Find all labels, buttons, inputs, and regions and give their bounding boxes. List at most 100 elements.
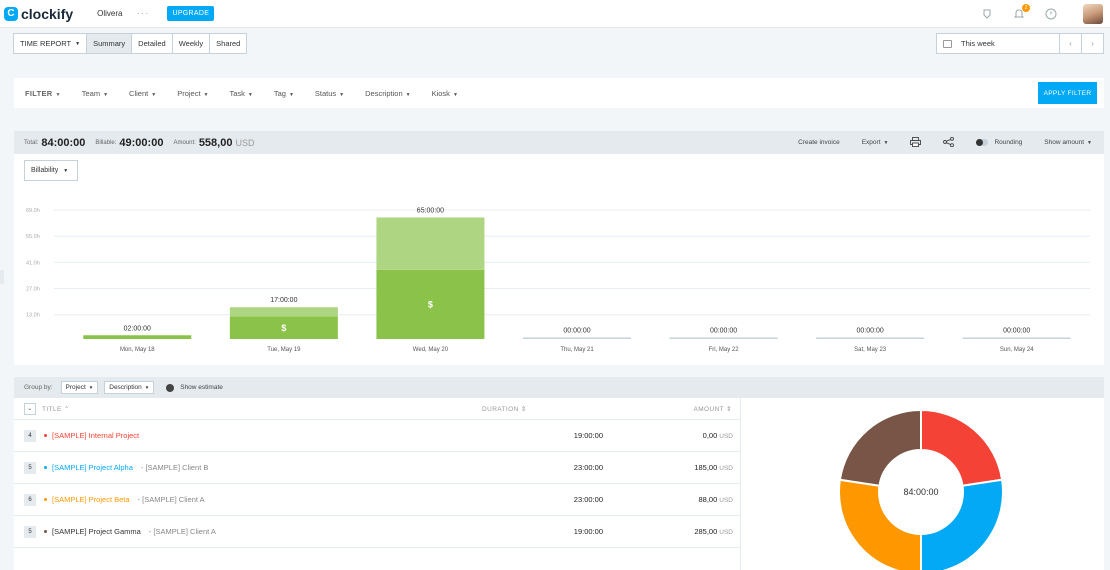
- info-icon[interactable]: [1045, 8, 1057, 20]
- row-duration: 23:00:00: [573, 495, 603, 504]
- row-project-name: [SAMPLE] Project Alpha: [52, 463, 133, 472]
- y-tick-label: 13.0h: [26, 313, 40, 319]
- logo[interactable]: C clockify: [4, 6, 73, 22]
- title-header-label: TITLE: [42, 405, 62, 413]
- notifications-icon[interactable]: 2: [1013, 4, 1030, 20]
- create-invoice-button[interactable]: Create invoice: [798, 139, 840, 146]
- show-estimate-toggle[interactable]: [166, 383, 175, 392]
- amount-column-header[interactable]: AMOUNT ⇕: [602, 405, 732, 413]
- avatar[interactable]: [1083, 4, 1103, 24]
- chevron-down-icon: ▼: [452, 91, 458, 98]
- table-row[interactable]: 5 [SAMPLE] Project Alpha - [SAMPLE] Client…: [14, 452, 740, 484]
- group-by-description-label: Description: [109, 384, 142, 391]
- title-column-header[interactable]: TITLE ⌃: [42, 405, 482, 413]
- filter-kiosk-label: Kiosk: [431, 88, 450, 98]
- row-count-badge[interactable]: 5: [24, 461, 36, 474]
- bar-segment: [376, 269, 485, 339]
- table-row[interactable]: 6 [SAMPLE] Project Beta - [SAMPLE] Client …: [14, 484, 740, 516]
- help-icon[interactable]: [981, 8, 993, 20]
- billable-label: Billable:: [95, 139, 117, 146]
- filter-tag[interactable]: Tag ▼: [274, 89, 294, 98]
- expand-all-icon[interactable]: ⌄: [24, 402, 36, 415]
- show-amount-dropdown[interactable]: Show amount ▼: [1044, 139, 1092, 146]
- row-count-badge[interactable]: 4: [24, 429, 36, 442]
- group-by-project-select[interactable]: Project ▼: [60, 381, 99, 394]
- bar-empty: [816, 337, 925, 339]
- bar-chart: 13.0h 27.0h 41.0h 55.0h 69.0h 02:00:00 Mon, Ma…: [26, 207, 1090, 353]
- row-count-badge[interactable]: 6: [24, 493, 36, 506]
- tab-detailed[interactable]: Detailed: [132, 34, 173, 53]
- chevron-down-icon: ▼: [55, 91, 61, 98]
- filter-project-label: Project: [177, 88, 201, 98]
- tab-summary[interactable]: Summary: [87, 34, 133, 53]
- tab-shared[interactable]: Shared: [216, 39, 241, 48]
- top-icons: 2: [981, 0, 1110, 28]
- billable-marker: $: [281, 323, 286, 333]
- project-color-dot: [44, 434, 47, 437]
- x-tick-label: Thu, May 21: [560, 347, 594, 353]
- chevron-down-icon: ▼: [883, 140, 889, 146]
- tab-weekly[interactable]: Weekly: [173, 34, 211, 53]
- y-tick-label: 55.0h: [26, 234, 40, 240]
- summary-table: ⌄ TITLE ⌃ DURATION ⇕ AMOUNT ⇕ 4 [SAMPLE] …: [14, 398, 740, 570]
- chevron-down-icon: ▼: [144, 385, 150, 390]
- row-amount-cell: 185,00 USD: [603, 463, 733, 472]
- table-body: 4 [SAMPLE] Internal Project 19:00:00 0,00 US…: [14, 420, 740, 548]
- chevron-down-icon: ▼: [288, 91, 294, 98]
- table-row[interactable]: 5 [SAMPLE] Project Gamma - [SAMPLE] Client…: [14, 516, 740, 548]
- duration-header-label: DURATION: [482, 405, 519, 413]
- filter-label[interactable]: FILTER ▼: [25, 89, 61, 98]
- x-tick-label: Wed, May 20: [413, 347, 449, 353]
- row-title-cell: 4 [SAMPLE] Internal Project: [14, 429, 484, 442]
- sidebar-handle[interactable]: [0, 270, 4, 284]
- amount-currency: USD: [235, 137, 255, 148]
- upgrade-button[interactable]: UPGRADE: [167, 6, 215, 21]
- bar-segment: [229, 316, 338, 339]
- filter-task[interactable]: Task ▼: [229, 89, 252, 98]
- apply-filter-button[interactable]: APPLY FILTER: [1038, 82, 1097, 104]
- filter-description[interactable]: Description ▼: [365, 89, 410, 98]
- workspace-name[interactable]: Olivera: [97, 9, 123, 18]
- row-duration: 23:00:00: [573, 463, 603, 472]
- table-row[interactable]: 4 [SAMPLE] Internal Project 19:00:00 0,00 US…: [14, 420, 740, 452]
- duration-column-header[interactable]: DURATION ⇕: [482, 405, 602, 413]
- row-client-name: - [SAMPLE] Client A: [148, 527, 216, 536]
- project-color-dot: [44, 530, 47, 533]
- export-dropdown[interactable]: Export ▼: [862, 139, 889, 146]
- chevron-down-icon: ▼: [339, 91, 345, 98]
- filter-description-label: Description: [365, 88, 403, 98]
- rounding-toggle[interactable]: [976, 139, 989, 146]
- row-title-cell: 6 [SAMPLE] Project Beta - [SAMPLE] Client …: [14, 493, 484, 506]
- billable-marker: $: [428, 299, 433, 309]
- row-amount-cell: 0,00 USD: [603, 431, 733, 440]
- group-by-description-select[interactable]: Description ▼: [104, 381, 155, 394]
- filter-bar: FILTER ▼ Team ▼ Client ▼ Project ▼ Task ▼ Tag…: [14, 78, 1104, 108]
- donut-slice: [920, 478, 1004, 570]
- filter-kiosk[interactable]: Kiosk ▼: [432, 89, 458, 98]
- filter-client[interactable]: Client ▼: [129, 89, 156, 98]
- bar-empty: [523, 337, 631, 339]
- next-range-button[interactable]: ›: [1081, 33, 1103, 54]
- filter-team[interactable]: Team ▼: [82, 89, 108, 98]
- print-icon[interactable]: [910, 136, 922, 149]
- row-count-badge[interactable]: 5: [24, 525, 36, 538]
- logo-text: clockify: [21, 5, 74, 22]
- date-range-picker[interactable]: This week ‹ ›: [936, 33, 1104, 54]
- sort-icon: ⌃: [63, 405, 70, 413]
- filter-status[interactable]: Status ▼: [315, 89, 344, 98]
- x-tick-label: Mon, May 18: [120, 347, 155, 353]
- billability-label: Billability: [31, 167, 59, 174]
- donut-panel: 84:00:00: [740, 398, 1104, 570]
- filter-project[interactable]: Project ▼: [177, 89, 208, 98]
- row-amount-cell: 88,00 USD: [603, 495, 733, 504]
- billability-select[interactable]: Billability ▼: [24, 160, 78, 181]
- row-project-name: [SAMPLE] Internal Project: [52, 431, 140, 440]
- date-range-label: This week: [961, 39, 995, 48]
- tab-time-report-label: TIME REPORT: [20, 39, 72, 48]
- share-icon[interactable]: [943, 136, 955, 149]
- sort-icon: ⇕: [520, 405, 527, 413]
- workspace-more-icon[interactable]: ···: [136, 8, 150, 19]
- row-amount: 185,00: [694, 463, 718, 472]
- prev-range-button[interactable]: ‹: [1059, 33, 1081, 54]
- tab-time-report[interactable]: TIME REPORT ▼: [14, 34, 88, 53]
